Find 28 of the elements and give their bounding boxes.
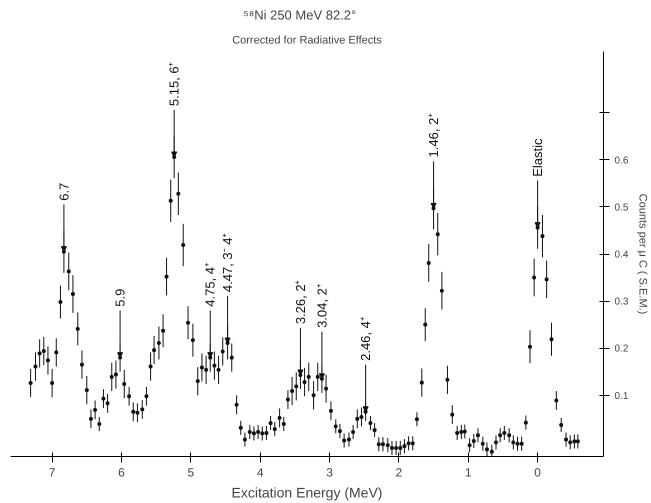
x-tick-label: 2	[396, 466, 403, 480]
annotation: Elastic	[530, 138, 546, 177]
annotation: 4.47, 3⁻ 4⁺	[220, 234, 236, 292]
x-tick-label: 3	[326, 466, 334, 480]
annotation: 6.7	[56, 182, 72, 201]
y-tick-label: 0.6	[614, 155, 629, 166]
chart-title: ⁵⁸Ni 250 MeV 82.2°	[243, 8, 356, 22]
annotation: 3.26, 2⁺	[292, 280, 308, 324]
annotation: 3.04, 2⁺	[314, 284, 330, 328]
y-tick-label: 0.2	[614, 344, 629, 355]
y-tick-label: 0.5	[614, 202, 629, 214]
x-tick-label: 1	[464, 466, 472, 480]
y-tick-label: 0.3	[614, 296, 629, 308]
chart-subtitle: Corrected for Radiative Effects	[232, 34, 382, 46]
y-tick-label: 0.4	[614, 250, 629, 260]
y-tick-label: 0.1	[614, 390, 629, 402]
x-axis-title: Excitation Energy (MeV)	[232, 484, 382, 500]
annotation: 4.75, 4⁺	[202, 262, 218, 307]
x-tick-label: 6	[118, 466, 126, 480]
annotation: 5.15, 6⁺	[166, 62, 182, 106]
annotation: 1.46, 2⁺	[426, 114, 442, 158]
y-axis-title: Counts per μ C ( S.E.M.)	[636, 194, 648, 314]
x-tick-label: 4	[256, 466, 264, 480]
annotation: 5.9	[112, 288, 128, 307]
x-tick-label: 5	[187, 466, 194, 480]
x-tick-label: 7	[48, 466, 56, 480]
x-tick-label: 0	[534, 466, 542, 480]
annotation: 2.46, 4⁺	[358, 317, 374, 361]
